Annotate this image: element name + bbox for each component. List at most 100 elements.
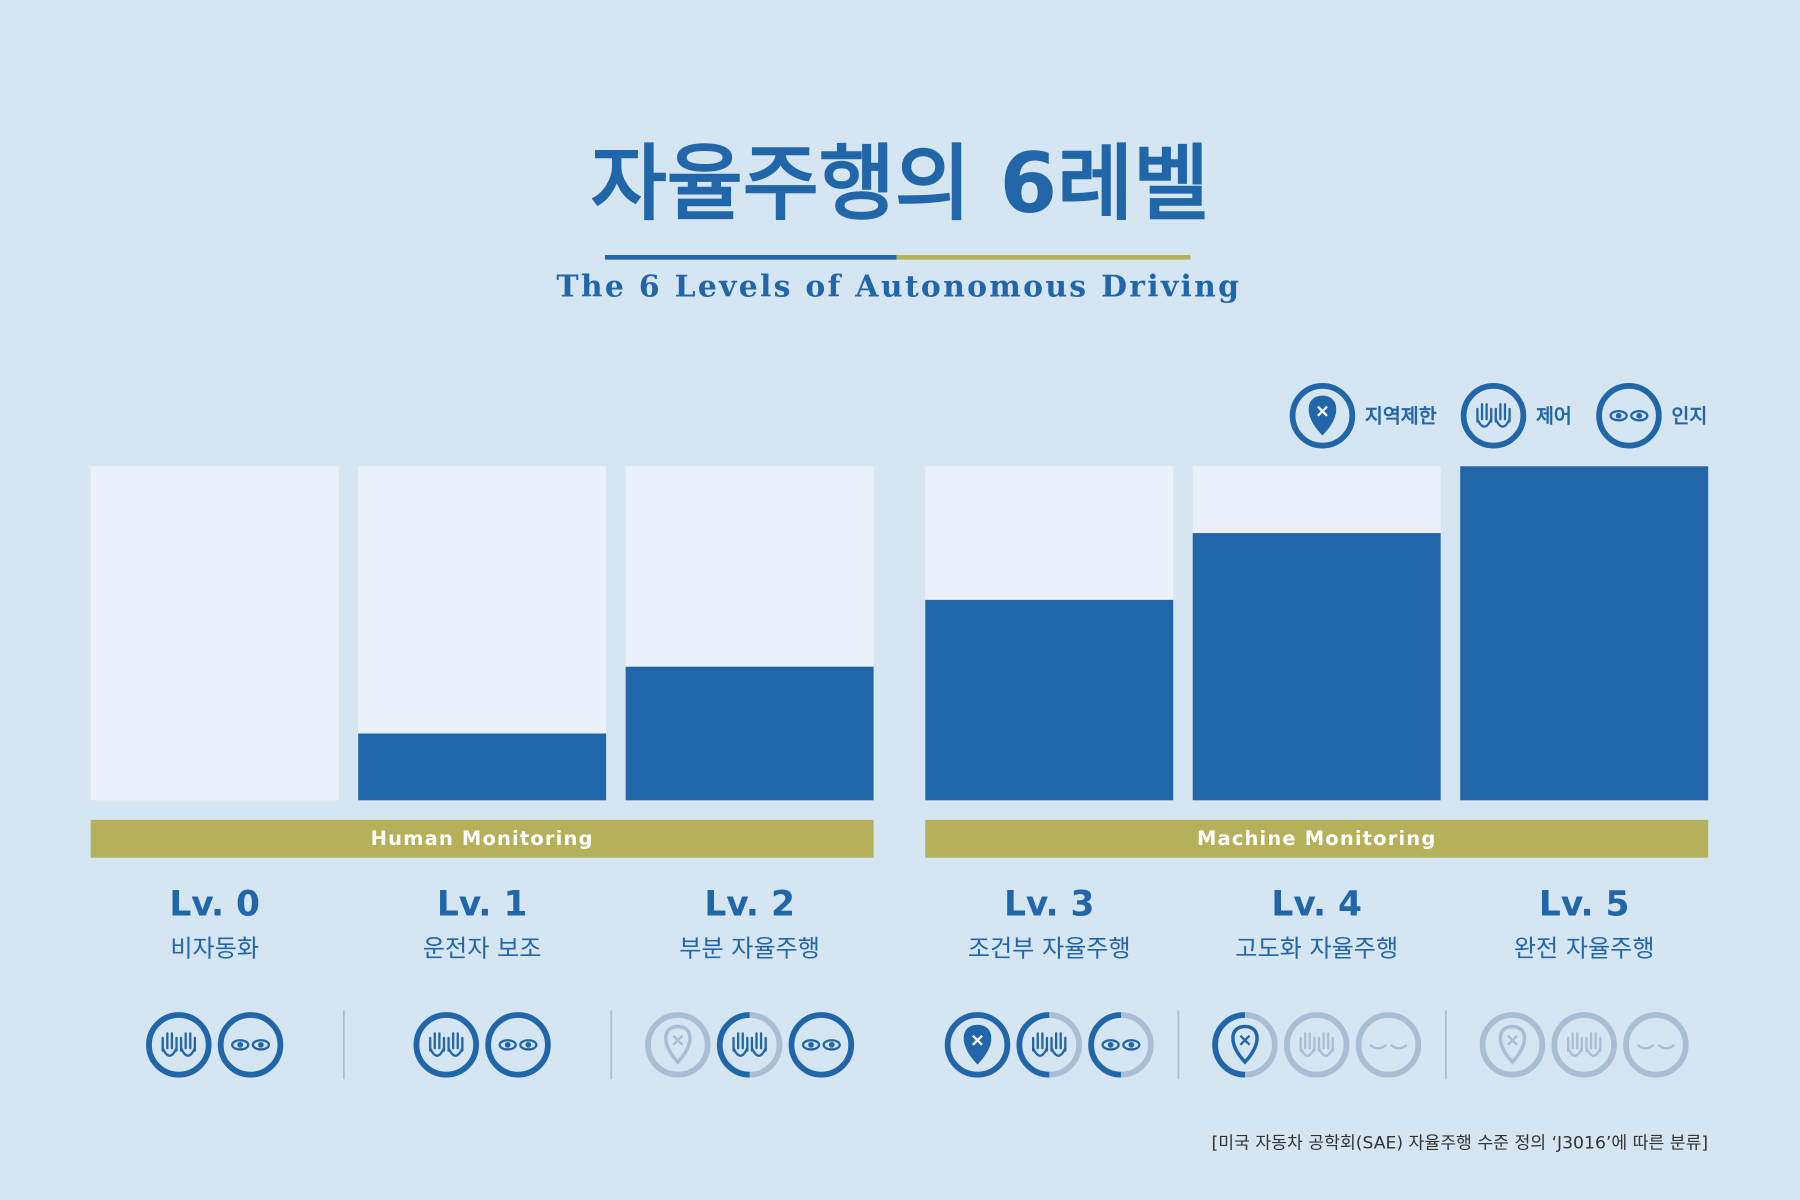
hand-glyph <box>1494 403 1511 428</box>
hand-glyph <box>1566 1032 1584 1057</box>
eye-glyph <box>1657 1043 1676 1050</box>
legend-label: 제어 <box>1536 404 1572 427</box>
pin-mark <box>1507 1034 1518 1046</box>
eye-glyph <box>1369 1043 1387 1050</box>
legend-label: 인지 <box>1671 404 1707 427</box>
legend-label: 지역제한 <box>1365 404 1437 427</box>
icon <box>1088 1012 1154 1078</box>
pin-mark <box>1239 1034 1251 1046</box>
level-label: Lv. 5 <box>1539 884 1630 924</box>
icon-ring <box>645 1012 711 1078</box>
icon <box>485 1012 551 1078</box>
icon <box>645 1012 711 1078</box>
eye-pupil <box>504 1041 511 1048</box>
eye-glyph <box>1101 1039 1120 1051</box>
icon-ring-fill <box>1289 383 1356 449</box>
icon-ring-fill <box>485 1012 551 1078</box>
group-label: Machine Monitoring <box>1197 827 1436 850</box>
icon <box>1460 383 1527 449</box>
hand-glyph <box>1050 1032 1067 1057</box>
eye-glyph <box>822 1039 841 1051</box>
eye-pupil <box>1615 412 1622 419</box>
icon-ring-fill <box>716 1012 750 1078</box>
icon <box>217 1012 284 1078</box>
eye-glyph <box>1636 1043 1655 1050</box>
icon <box>944 1012 1011 1078</box>
hand-glyph <box>1317 1032 1334 1057</box>
icon-ring-fill <box>788 1012 855 1078</box>
eye-glyph <box>498 1039 517 1051</box>
icon <box>1479 1012 1546 1078</box>
icon <box>413 1012 479 1078</box>
pin-glyph <box>1231 1024 1259 1065</box>
icon <box>1623 1012 1689 1078</box>
bar <box>1460 466 1709 801</box>
icon-ring-fill <box>1016 1012 1050 1078</box>
icon-ring <box>1479 1012 1546 1078</box>
icon-ring-fill <box>1596 383 1662 449</box>
icon-ring <box>1355 1012 1422 1078</box>
icon-ring-fill <box>1460 383 1527 449</box>
icon <box>1551 1012 1617 1078</box>
hand-glyph <box>1299 1032 1316 1057</box>
hand-glyph <box>1032 1032 1049 1057</box>
hand-glyph <box>429 1032 446 1057</box>
eye-pupil <box>1107 1041 1114 1048</box>
eye-glyph <box>1609 410 1628 422</box>
pin-glyph <box>664 1024 692 1065</box>
pin-mark <box>672 1034 684 1046</box>
pin-glyph <box>963 1024 992 1065</box>
icon-ring-fill <box>944 1012 1011 1078</box>
icon <box>1212 1012 1278 1078</box>
icon-ring-fill <box>217 1012 284 1078</box>
title: 자율주행의 6레벨 <box>591 136 1209 232</box>
level-label: Lv. 0 <box>169 884 260 924</box>
icon-ring-fill <box>1212 1012 1246 1078</box>
icon-ring-fill <box>146 1012 212 1078</box>
hand-glyph <box>750 1032 767 1057</box>
level-label: Lv. 3 <box>1004 884 1095 924</box>
icon-ring <box>1551 1012 1617 1078</box>
subtitle: The 6 Levels of Autonomous Driving <box>556 269 1241 304</box>
hand-glyph <box>1585 1032 1602 1057</box>
icon <box>1289 383 1356 449</box>
bar <box>358 733 607 801</box>
bar <box>625 666 874 801</box>
pin-mark <box>972 1034 983 1046</box>
icon <box>146 1012 212 1078</box>
eye-pupil <box>828 1041 835 1048</box>
group-band <box>925 819 1709 858</box>
group-band <box>90 819 874 858</box>
eye-glyph <box>801 1039 821 1051</box>
level-name: 비자동화 <box>170 935 259 963</box>
level-label: Lv. 2 <box>704 884 795 924</box>
footnote: [미국 자동차 공학회(SAE) 자율주행 수준 정의 ‘J3016’에 따른 … <box>1212 1134 1709 1154</box>
level-name: 운전자 보조 <box>423 935 542 963</box>
eye-glyph <box>1122 1039 1141 1051</box>
hand-glyph <box>732 1032 749 1057</box>
level-name: 완전 자율주행 <box>1514 935 1655 963</box>
eye-pupil <box>237 1041 244 1048</box>
icon-ring-fill <box>413 1012 479 1078</box>
icon-ring-fill <box>1088 1012 1122 1078</box>
level-name: 조건부 자율주행 <box>968 935 1131 963</box>
icon <box>788 1012 855 1078</box>
pin-glyph <box>1308 395 1337 436</box>
eye-glyph <box>1390 1043 1408 1050</box>
eye-glyph <box>519 1039 538 1051</box>
icon-ring <box>1623 1012 1689 1078</box>
hand-glyph <box>447 1032 464 1057</box>
level-label: Lv. 4 <box>1271 884 1362 924</box>
icon <box>1283 1012 1350 1078</box>
pin-glyph <box>1498 1024 1527 1065</box>
eye-glyph <box>251 1039 271 1051</box>
bar <box>925 599 1174 801</box>
icon-ring <box>1283 1012 1350 1078</box>
eye-glyph <box>231 1039 250 1051</box>
eye-glyph <box>1630 410 1649 422</box>
icon <box>1596 383 1662 449</box>
icon <box>716 1012 783 1078</box>
icon <box>1016 1012 1082 1078</box>
eye-pupil <box>258 1041 264 1048</box>
